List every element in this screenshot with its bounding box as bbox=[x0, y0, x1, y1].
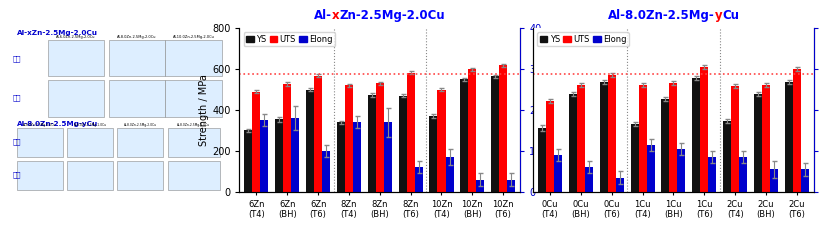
Bar bbox=[792, 69, 801, 192]
Bar bbox=[600, 82, 607, 192]
Bar bbox=[677, 149, 686, 192]
Legend: YS, UTS, Elong: YS, UTS, Elong bbox=[538, 32, 629, 46]
Bar bbox=[67, 161, 113, 190]
Bar bbox=[252, 91, 261, 192]
Text: Al-: Al- bbox=[314, 8, 332, 22]
Text: Al-8.0Zn-2.5Mg-0.0Cu: Al-8.0Zn-2.5Mg-0.0Cu bbox=[23, 123, 57, 127]
Bar bbox=[507, 179, 515, 192]
Bar bbox=[669, 83, 677, 192]
Bar bbox=[492, 76, 499, 192]
Bar bbox=[48, 80, 104, 117]
Bar bbox=[577, 85, 585, 192]
Bar bbox=[731, 86, 739, 192]
Bar bbox=[67, 128, 113, 157]
Bar bbox=[785, 82, 792, 192]
Bar bbox=[723, 121, 731, 192]
Text: y: y bbox=[714, 8, 723, 22]
Bar bbox=[692, 78, 700, 192]
Bar bbox=[647, 145, 654, 192]
Bar bbox=[546, 101, 554, 192]
Text: Al-6.0Zn-2.5Mg-2.0Cu: Al-6.0Zn-2.5Mg-2.0Cu bbox=[56, 35, 95, 39]
Bar bbox=[48, 40, 104, 76]
Bar bbox=[284, 84, 291, 192]
Bar bbox=[754, 94, 762, 192]
Bar bbox=[314, 76, 322, 192]
Bar bbox=[345, 85, 353, 192]
Text: x: x bbox=[332, 8, 339, 22]
Bar bbox=[399, 96, 407, 192]
Bar bbox=[585, 167, 593, 192]
Bar bbox=[616, 178, 624, 192]
Bar bbox=[762, 85, 770, 192]
Bar bbox=[275, 119, 284, 192]
Bar bbox=[17, 161, 62, 190]
Bar bbox=[446, 157, 454, 192]
Bar bbox=[554, 155, 562, 192]
Text: 하판: 하판 bbox=[12, 171, 21, 178]
Bar bbox=[460, 79, 469, 192]
Bar bbox=[662, 99, 669, 192]
Bar bbox=[429, 116, 437, 192]
Bar bbox=[630, 124, 639, 192]
Bar bbox=[306, 89, 314, 192]
Bar bbox=[499, 65, 507, 192]
Bar bbox=[437, 89, 446, 192]
Bar bbox=[607, 75, 616, 192]
Bar bbox=[407, 73, 414, 192]
Bar bbox=[801, 169, 809, 192]
Bar bbox=[168, 128, 220, 157]
Bar bbox=[476, 179, 484, 192]
Text: Al-8.0Zn-2.5Mg-1.0Cu: Al-8.0Zn-2.5Mg-1.0Cu bbox=[74, 123, 107, 127]
Bar bbox=[165, 40, 222, 76]
Text: 상판: 상판 bbox=[12, 139, 21, 145]
Bar bbox=[353, 122, 361, 192]
Bar bbox=[376, 83, 384, 192]
Text: 상판: 상판 bbox=[12, 55, 21, 62]
Bar bbox=[168, 161, 220, 190]
Bar bbox=[639, 85, 647, 192]
Bar bbox=[770, 169, 778, 192]
Legend: YS, UTS, Elong: YS, UTS, Elong bbox=[243, 32, 335, 46]
Bar bbox=[165, 80, 222, 117]
Bar bbox=[739, 157, 747, 192]
Y-axis label: Strength / MPa: Strength / MPa bbox=[199, 74, 209, 146]
Bar bbox=[569, 94, 577, 192]
Bar bbox=[261, 120, 269, 192]
Bar bbox=[469, 69, 476, 192]
Bar bbox=[109, 40, 165, 76]
Text: Al-8.0Zn-2.5Mg-: Al-8.0Zn-2.5Mg- bbox=[607, 8, 714, 22]
Bar bbox=[700, 67, 709, 192]
Bar bbox=[118, 161, 164, 190]
Text: Zn-2.5Mg-2.0Cu: Zn-2.5Mg-2.0Cu bbox=[339, 8, 446, 22]
Bar bbox=[538, 128, 546, 192]
Text: Al-8.0Zn-2.5Mg-3.0Cu: Al-8.0Zn-2.5Mg-3.0Cu bbox=[178, 123, 210, 127]
Bar bbox=[337, 122, 345, 192]
Bar bbox=[384, 122, 392, 192]
Text: 하판: 하판 bbox=[12, 94, 21, 101]
Bar bbox=[109, 80, 165, 117]
Text: Cu: Cu bbox=[723, 8, 739, 22]
Text: Al-10.0Zn-2.5Mg-2.0Cu: Al-10.0Zn-2.5Mg-2.0Cu bbox=[173, 35, 215, 39]
Text: Al-8.0Zn-2.5Mg-2.0Cu: Al-8.0Zn-2.5Mg-2.0Cu bbox=[118, 35, 157, 39]
Text: Al-8.0Zn-2.5Mg-yCu: Al-8.0Zn-2.5Mg-yCu bbox=[17, 121, 98, 128]
Bar bbox=[244, 130, 252, 192]
Text: Al-xZn-2.5Mg-2.0Cu: Al-xZn-2.5Mg-2.0Cu bbox=[17, 30, 98, 36]
Bar bbox=[118, 128, 164, 157]
Text: Al-8.0Zn-2.5Mg-2.0Cu: Al-8.0Zn-2.5Mg-2.0Cu bbox=[124, 123, 157, 127]
Bar bbox=[367, 95, 376, 192]
Bar bbox=[322, 151, 330, 192]
Bar bbox=[291, 118, 299, 192]
Bar bbox=[709, 157, 716, 192]
Bar bbox=[17, 128, 62, 157]
Bar bbox=[414, 167, 423, 192]
